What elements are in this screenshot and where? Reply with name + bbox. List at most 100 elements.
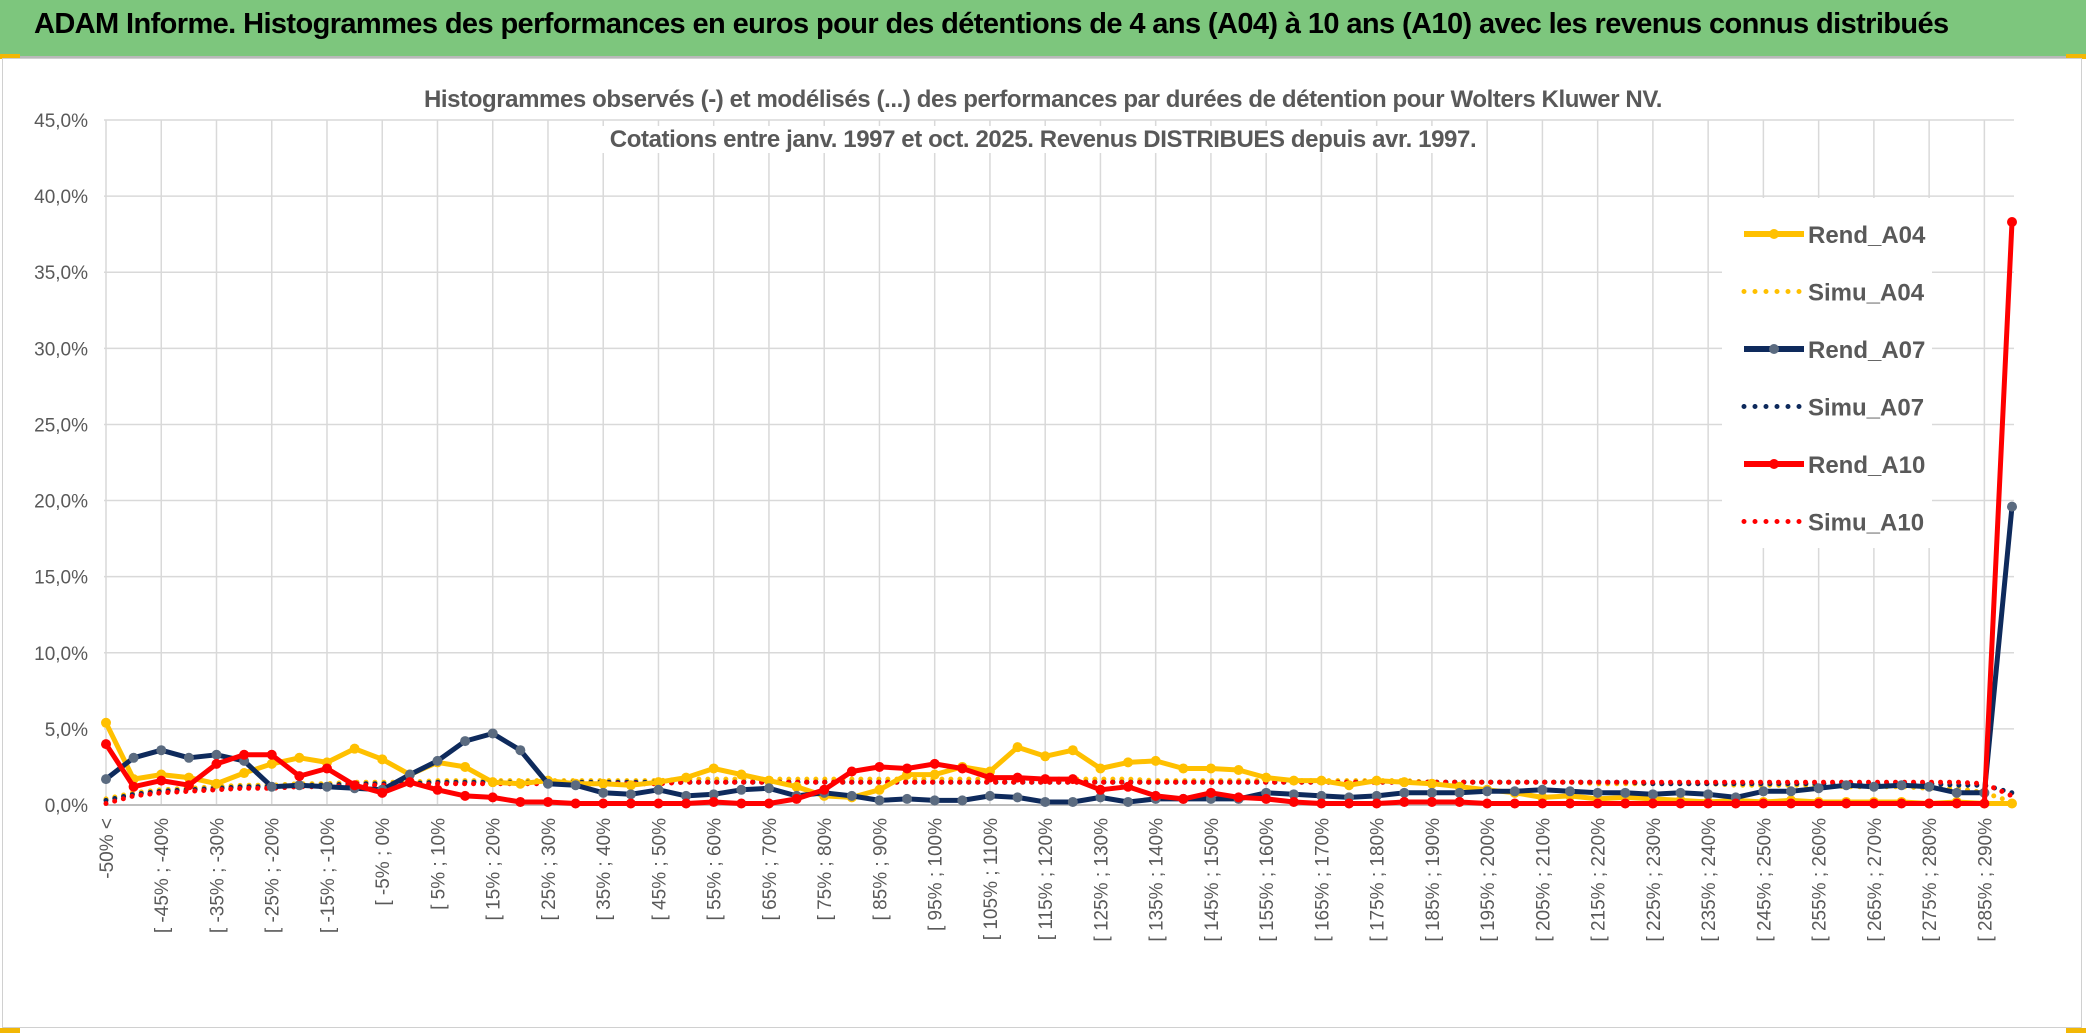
legend-marker xyxy=(1769,229,1779,239)
data-point xyxy=(598,778,609,789)
data-point xyxy=(1316,798,1327,809)
x-axis-ticks: -50% < [ -45% ; -40% [ -35% ; -30% [ -25% ;… xyxy=(97,818,1996,942)
x-tick-label: [ 25% ; 30% xyxy=(539,818,560,921)
data-point xyxy=(1896,780,1907,791)
legend-label: Rend_A07 xyxy=(1808,337,1925,364)
data-point xyxy=(1067,774,1078,785)
data-point xyxy=(681,790,692,801)
data-point xyxy=(349,743,360,754)
x-tick-label: [ -25% ; -20% xyxy=(263,818,284,933)
data-point xyxy=(432,784,443,795)
data-point xyxy=(1924,781,1935,792)
data-point xyxy=(1786,786,1797,797)
x-tick-label: [ 205% ; 210% xyxy=(1533,818,1554,942)
data-point xyxy=(460,761,471,772)
legend-item: Simu_A10 xyxy=(1741,510,1924,537)
data-point xyxy=(266,781,277,792)
data-point xyxy=(1454,796,1465,807)
data-point xyxy=(1371,790,1382,801)
data-point xyxy=(542,796,553,807)
data-point xyxy=(1813,783,1824,794)
data-point xyxy=(681,798,692,809)
data-point xyxy=(294,780,305,791)
data-point xyxy=(1371,775,1382,786)
data-point xyxy=(1233,764,1244,775)
data-point xyxy=(2007,501,2017,512)
chart-subtitle: Cotations entre janv. 1997 et oct. 2025.… xyxy=(0,126,2086,154)
x-tick-label: [ 85% ; 90% xyxy=(870,818,891,921)
legend-marker xyxy=(1769,459,1779,469)
data-point xyxy=(653,777,664,788)
data-point xyxy=(377,754,388,765)
data-point xyxy=(625,789,636,800)
y-tick-label: 45,0% xyxy=(34,111,88,132)
x-tick-label: [ 65% ; 70% xyxy=(760,818,781,921)
series-line xyxy=(103,779,2015,806)
data-point xyxy=(1067,745,1078,756)
data-point xyxy=(819,784,830,795)
data-point xyxy=(1067,796,1078,807)
y-tick-label: 0,0% xyxy=(45,796,88,817)
data-point xyxy=(736,798,747,809)
data-point xyxy=(625,798,636,809)
data-point xyxy=(598,798,609,809)
corner-accent-bottom-left xyxy=(0,1028,20,1033)
data-point xyxy=(929,795,940,806)
data-point xyxy=(708,796,719,807)
data-point xyxy=(1012,772,1023,783)
data-point xyxy=(183,780,194,791)
data-point xyxy=(1040,774,1051,785)
y-tick-label: 10,0% xyxy=(34,644,88,665)
x-tick-label: [ 155% ; 160% xyxy=(1257,818,1278,942)
data-point xyxy=(957,795,968,806)
data-point xyxy=(156,745,167,756)
data-point xyxy=(1565,798,1576,809)
x-tick-label: [ 265% ; 270% xyxy=(1865,818,1886,942)
data-point xyxy=(570,780,581,791)
data-point xyxy=(929,758,940,769)
data-point xyxy=(1399,796,1410,807)
data-point xyxy=(984,772,995,783)
x-tick-label: [ 55% ; 60% xyxy=(705,818,726,921)
data-point xyxy=(763,798,774,809)
data-point xyxy=(1316,790,1327,801)
data-point xyxy=(239,768,250,779)
chart-grid xyxy=(104,119,2014,806)
chart-legend: Rend_A04 Simu_A04 Rend_A07 Simu_A07 Rend_A10… xyxy=(1722,198,1932,548)
data-point xyxy=(404,769,415,780)
legend-box xyxy=(1722,198,1932,548)
data-point xyxy=(1758,786,1769,797)
data-point xyxy=(1399,777,1410,788)
data-point xyxy=(1095,784,1106,795)
data-point xyxy=(1675,798,1686,809)
data-point xyxy=(1509,798,1520,809)
x-tick-label: [ -5% ; 0% xyxy=(373,818,394,906)
data-point xyxy=(1123,757,1134,768)
data-point xyxy=(1565,786,1576,797)
data-point xyxy=(321,763,332,774)
data-point xyxy=(1786,798,1797,809)
x-tick-label: [ 145% ; 150% xyxy=(1202,818,1223,942)
data-point xyxy=(460,736,471,747)
y-tick-label: 35,0% xyxy=(34,263,88,284)
series-line xyxy=(103,221,2015,806)
data-point xyxy=(294,752,305,763)
x-tick-label: [ 255% ; 260% xyxy=(1810,818,1831,942)
data-point xyxy=(1288,775,1299,786)
legend-label: Rend_A04 xyxy=(1808,222,1926,249)
data-point xyxy=(211,778,222,789)
chart-series xyxy=(101,216,2017,809)
data-point xyxy=(1537,784,1548,795)
data-point xyxy=(1675,787,1686,798)
data-point xyxy=(653,784,664,795)
x-tick-label: [ 5% ; 10% xyxy=(428,818,449,910)
legend-label: Simu_A04 xyxy=(1808,280,1925,307)
series-simu-a10 xyxy=(103,779,2015,806)
data-point xyxy=(570,798,581,809)
data-point xyxy=(1868,781,1879,792)
data-point xyxy=(2007,798,2017,809)
data-point xyxy=(1647,798,1658,809)
data-point xyxy=(1841,780,1852,791)
data-point xyxy=(1371,798,1382,809)
